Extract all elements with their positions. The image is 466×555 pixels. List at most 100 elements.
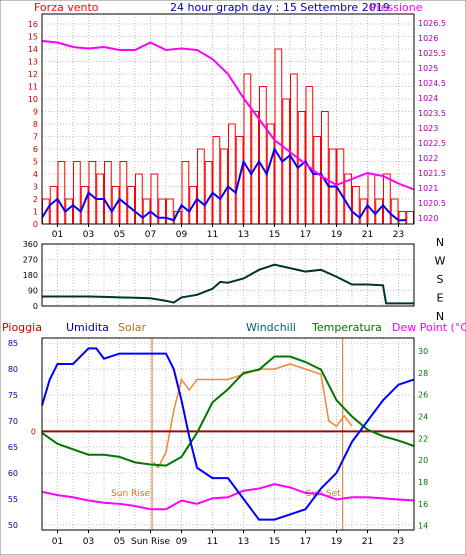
hour-tick-label: 05 xyxy=(114,230,125,240)
direction-tick-label: 270 xyxy=(23,256,38,265)
pressure-tick-label: 1020.5 xyxy=(418,199,446,208)
hour-tick-label: 23 xyxy=(393,537,404,547)
pressure-tick-label: 1020 xyxy=(418,214,438,223)
wind-tick-label: 14 xyxy=(28,45,38,54)
sunrise-label: Sun Rise xyxy=(111,489,150,499)
hour-tick-label: 13 xyxy=(238,230,249,240)
pressure-tick-label: 1022.5 xyxy=(418,139,446,148)
direction-plot-frame xyxy=(41,243,415,307)
wind-tick-label: 15 xyxy=(28,33,38,42)
legend-humidity: Umidita xyxy=(66,321,109,334)
wind-axis-title: Forza vento xyxy=(34,1,99,14)
dewpoint-line xyxy=(41,483,415,511)
compass-label: N xyxy=(436,236,444,249)
legend-rain: Pioggia xyxy=(2,321,42,334)
compass-label: W xyxy=(435,255,446,268)
wind-direction-line xyxy=(42,263,414,305)
wind-tick-label: 0 xyxy=(33,220,38,229)
wind-tick-label: 7 xyxy=(33,133,38,142)
hour-tick-label: 21 xyxy=(362,537,373,547)
humidity-tick-label: 85 xyxy=(8,339,18,348)
pressure-tick-label: 1021 xyxy=(418,184,438,193)
pressure-tick-label: 1021.5 xyxy=(418,169,446,178)
hour-tick-label: 23 xyxy=(393,230,404,240)
temperature-line xyxy=(41,355,415,467)
chart-title: 24 hour graph day : 15 Settembre 2019 xyxy=(170,1,390,14)
compass-label: E xyxy=(437,292,444,305)
pressure-tick-label: 1023.5 xyxy=(418,109,446,118)
rain-tick-label: 0 xyxy=(31,427,36,436)
wind-tick-label: 13 xyxy=(28,58,38,67)
hour-tick-label: 01 xyxy=(52,230,63,240)
temperature-tick-label: 28 xyxy=(418,369,428,378)
temperature-tick-label: 24 xyxy=(418,413,428,422)
humidity-tick-label: 80 xyxy=(8,365,18,374)
hour-tick-label: 11 xyxy=(207,230,218,240)
wind-tick-label: 11 xyxy=(28,83,38,92)
temperature-tick-label: 22 xyxy=(418,434,428,443)
temp-plot-frame xyxy=(41,337,415,531)
wind-tick-label: 16 xyxy=(28,20,38,29)
wind-tick-label: 9 xyxy=(33,108,38,117)
temperature-tick-label: 26 xyxy=(418,391,428,400)
direction-tick-label: 0 xyxy=(33,302,38,311)
temperature-tick-label: 16 xyxy=(418,500,428,509)
pressure-tick-label: 1026 xyxy=(418,34,438,43)
temperature-tick-label: 20 xyxy=(418,456,428,465)
pressure-tick-label: 1024 xyxy=(418,94,438,103)
wind-tick-label: 2 xyxy=(33,195,38,204)
direction-tick-label: 90 xyxy=(28,287,38,296)
wind-tick-label: 8 xyxy=(33,120,38,129)
temperature-tick-label: 14 xyxy=(418,522,428,531)
hour-tick-label: 19 xyxy=(331,537,343,547)
hour-tick-label: 15 xyxy=(269,537,280,547)
humidity-tick-label: 50 xyxy=(8,521,18,530)
legend-windchill: Windchill xyxy=(246,321,296,334)
hour-tick-label: 17 xyxy=(300,230,311,240)
hour-tick-label: 01 xyxy=(52,537,63,547)
hour-tick-label: 21 xyxy=(362,230,373,240)
wind-tick-label: 3 xyxy=(33,183,38,192)
hour-tick-label: 03 xyxy=(83,230,94,240)
hour-tick-label: Sun Rise xyxy=(131,537,170,547)
legend-dewpoint: Dew Point (°C) xyxy=(392,321,466,334)
hour-tick-label: 19 xyxy=(331,230,343,240)
legend-solar: Solar xyxy=(118,321,147,334)
direction-tick-label: 180 xyxy=(23,271,38,280)
wind-tick-label: 4 xyxy=(33,170,38,179)
pressure-tick-label: 1024.5 xyxy=(418,79,446,88)
pressure-tick-label: 1025 xyxy=(418,64,438,73)
wind-average-line xyxy=(41,146,407,222)
legend-temperature: Temperatura xyxy=(311,321,382,334)
hour-tick-label: 03 xyxy=(83,537,94,547)
pressure-tick-label: 1025.5 xyxy=(418,49,446,58)
hour-tick-label: 15 xyxy=(269,230,280,240)
humidity-tick-label: 55 xyxy=(8,495,18,504)
hour-tick-label: 11 xyxy=(207,537,218,547)
humidity-tick-label: 70 xyxy=(8,417,18,426)
wind-tick-label: 1 xyxy=(33,208,38,217)
compass-label: N xyxy=(436,310,444,323)
compass-label: S xyxy=(437,273,444,286)
direction-tick-label: 360 xyxy=(23,240,38,249)
humidity-line xyxy=(41,347,415,521)
pressure-tick-label: 1022 xyxy=(418,154,438,163)
wind-plot-frame xyxy=(41,13,415,225)
wind-tick-label: 12 xyxy=(28,70,38,79)
hour-tick-label: 05 xyxy=(114,537,125,547)
pressure-line xyxy=(41,40,415,191)
pressure-tick-label: 1026.5 xyxy=(418,19,446,28)
hour-tick-label: 17 xyxy=(300,537,311,547)
temperature-tick-label: 30 xyxy=(418,347,428,356)
hour-tick-label: 07 xyxy=(145,230,156,240)
wind-tick-label: 10 xyxy=(28,95,38,104)
humidity-tick-label: 75 xyxy=(8,391,18,400)
temperature-tick-label: 18 xyxy=(418,478,428,487)
pressure-tick-label: 1023 xyxy=(418,124,438,133)
hour-tick-label: 09 xyxy=(176,230,188,240)
humidity-tick-label: 65 xyxy=(8,443,18,452)
